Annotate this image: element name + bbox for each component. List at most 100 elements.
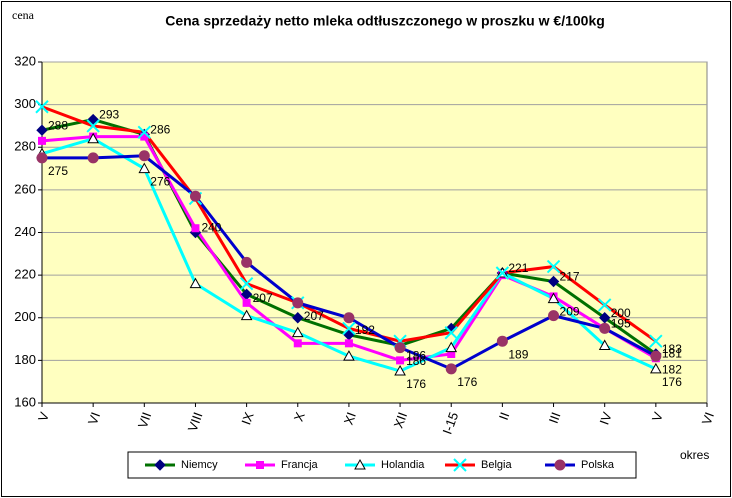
legend-label: Belgia — [481, 459, 512, 471]
data-point — [241, 256, 253, 268]
data-point — [239, 276, 254, 291]
y-tick-label: 280 — [14, 139, 36, 154]
data-point — [292, 312, 304, 324]
data-point — [189, 277, 202, 289]
data-label: 183 — [662, 342, 682, 356]
x-tick-label: IX — [238, 410, 256, 427]
data-point — [293, 339, 302, 348]
data-point — [291, 326, 304, 338]
x-tick-label: VI — [699, 410, 717, 427]
data-point — [598, 339, 611, 350]
data-label: 186 — [406, 349, 426, 363]
data-point — [138, 150, 150, 162]
data-point — [343, 350, 355, 361]
data-point — [394, 342, 406, 354]
data-point — [292, 297, 304, 309]
data-point — [546, 259, 561, 274]
data-label: 209 — [560, 305, 580, 319]
data-label: 275 — [48, 164, 68, 178]
data-point — [444, 325, 458, 340]
data-label: 176 — [457, 375, 477, 389]
y-tick-label: 220 — [14, 267, 36, 282]
data-label: 207 — [253, 291, 273, 305]
data-point — [140, 132, 149, 141]
data-point — [36, 152, 48, 164]
legend-label: Niemcy — [181, 459, 218, 471]
data-point — [649, 334, 663, 348]
y-axis-label: cena — [12, 8, 35, 22]
data-point — [35, 100, 49, 114]
y-tick-label: 160 — [14, 394, 36, 409]
data-point — [496, 335, 508, 347]
legend-marker — [554, 459, 566, 471]
data-point — [547, 292, 560, 304]
data-point — [394, 365, 406, 376]
data-label: 189 — [508, 347, 528, 361]
data-point — [36, 124, 48, 136]
data-point — [38, 136, 46, 145]
data-point — [650, 350, 662, 362]
data-label: 182 — [662, 362, 682, 376]
data-label: 207 — [304, 309, 324, 323]
chart-title: Cena sprzedaży netto mleka odtłuszczoneg… — [165, 13, 605, 29]
data-point — [189, 190, 201, 202]
data-point — [344, 339, 353, 348]
data-label: 286 — [150, 123, 170, 137]
y-tick-label: 180 — [14, 352, 36, 367]
data-point — [445, 363, 457, 375]
y-tick-label: 320 — [14, 53, 36, 68]
data-point — [343, 312, 355, 324]
data-label: 217 — [560, 270, 580, 284]
legend-marker — [154, 459, 166, 471]
data-label: 288 — [48, 118, 68, 132]
data-point — [396, 356, 405, 365]
data-label: 192 — [355, 323, 375, 337]
data-point — [599, 322, 611, 334]
data-label: 181 — [662, 346, 682, 360]
data-label: 200 — [611, 306, 631, 320]
data-point — [447, 349, 456, 358]
data-label: 276 — [150, 175, 170, 189]
data-point — [86, 119, 100, 133]
data-point — [445, 341, 458, 353]
x-tick-label: I-15 — [440, 410, 462, 436]
x-tick-label: IV — [596, 410, 614, 427]
data-point — [597, 298, 612, 312]
data-label: 186 — [406, 354, 426, 368]
legend-marker — [354, 458, 366, 470]
data-label: 221 — [508, 261, 528, 275]
y-tick-label: 240 — [14, 224, 36, 239]
data-point — [87, 152, 99, 164]
legend-marker — [256, 461, 264, 469]
legend-label: Polska — [581, 459, 615, 471]
data-label: 240 — [201, 221, 221, 235]
y-tick-label: 200 — [14, 309, 36, 324]
data-label: 176 — [662, 375, 682, 389]
x-axis-label: okres — [680, 448, 709, 462]
data-point — [495, 266, 510, 280]
data-label: 176 — [406, 377, 426, 391]
data-point — [87, 132, 100, 144]
data-point — [137, 125, 152, 140]
x-tick-label: VII — [135, 410, 155, 430]
data-point — [547, 275, 560, 288]
data-point — [342, 321, 356, 336]
data-label: 195 — [611, 317, 631, 331]
y-tick-label: 300 — [14, 96, 36, 111]
x-tick-label: III — [546, 410, 564, 425]
data-point — [548, 310, 560, 322]
legend-marker — [453, 458, 467, 472]
x-tick-label: XII — [391, 410, 411, 430]
x-tick-label: II — [496, 410, 513, 422]
legend-label: Holandia — [381, 459, 425, 471]
data-point — [138, 162, 151, 174]
x-tick-label: XI — [341, 410, 359, 427]
x-tick-label: VIII — [185, 410, 206, 433]
data-point — [191, 224, 200, 233]
data-point — [240, 309, 253, 321]
data-point — [649, 362, 662, 374]
legend-label: Francja — [281, 459, 319, 471]
y-tick-label: 260 — [14, 181, 36, 196]
data-point — [242, 298, 251, 307]
